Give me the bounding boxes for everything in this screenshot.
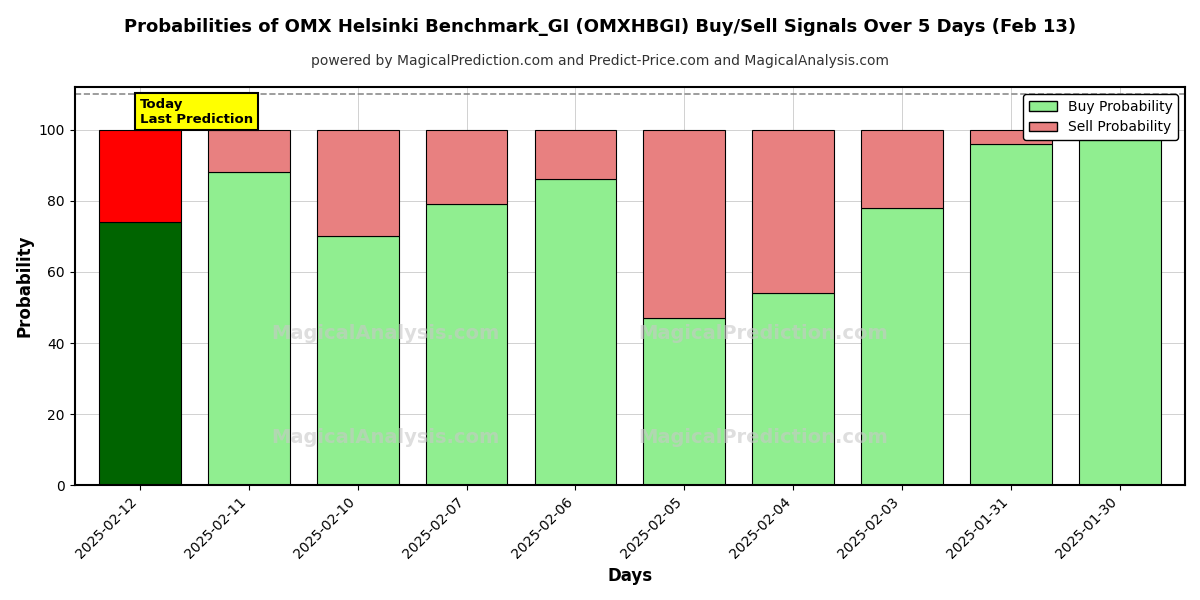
Legend: Buy Probability, Sell Probability: Buy Probability, Sell Probability bbox=[1024, 94, 1178, 140]
Bar bbox=[752, 293, 834, 485]
Bar bbox=[862, 208, 943, 485]
Bar bbox=[862, 130, 943, 208]
Y-axis label: Probability: Probability bbox=[16, 235, 34, 337]
Bar bbox=[208, 130, 289, 172]
Text: MagicalAnalysis.com: MagicalAnalysis.com bbox=[271, 325, 499, 343]
Bar bbox=[317, 130, 398, 236]
Bar bbox=[970, 130, 1051, 144]
Text: powered by MagicalPrediction.com and Predict-Price.com and MagicalAnalysis.com: powered by MagicalPrediction.com and Pre… bbox=[311, 54, 889, 68]
X-axis label: Days: Days bbox=[607, 567, 653, 585]
Bar bbox=[1079, 130, 1160, 485]
Text: MagicalPrediction.com: MagicalPrediction.com bbox=[638, 325, 888, 343]
Bar bbox=[643, 130, 725, 318]
Bar bbox=[100, 130, 181, 222]
Text: Probabilities of OMX Helsinki Benchmark_GI (OMXHBGI) Buy/Sell Signals Over 5 Day: Probabilities of OMX Helsinki Benchmark_… bbox=[124, 18, 1076, 36]
Bar bbox=[534, 179, 617, 485]
Bar bbox=[317, 236, 398, 485]
Bar bbox=[970, 144, 1051, 485]
Text: MagicalAnalysis.com: MagicalAnalysis.com bbox=[271, 428, 499, 447]
Text: MagicalPrediction.com: MagicalPrediction.com bbox=[638, 428, 888, 447]
Bar bbox=[426, 130, 508, 205]
Bar bbox=[100, 222, 181, 485]
Bar bbox=[534, 130, 617, 179]
Bar bbox=[643, 318, 725, 485]
Text: Today
Last Prediction: Today Last Prediction bbox=[140, 98, 253, 125]
Bar bbox=[426, 205, 508, 485]
Bar bbox=[752, 130, 834, 293]
Bar bbox=[208, 172, 289, 485]
